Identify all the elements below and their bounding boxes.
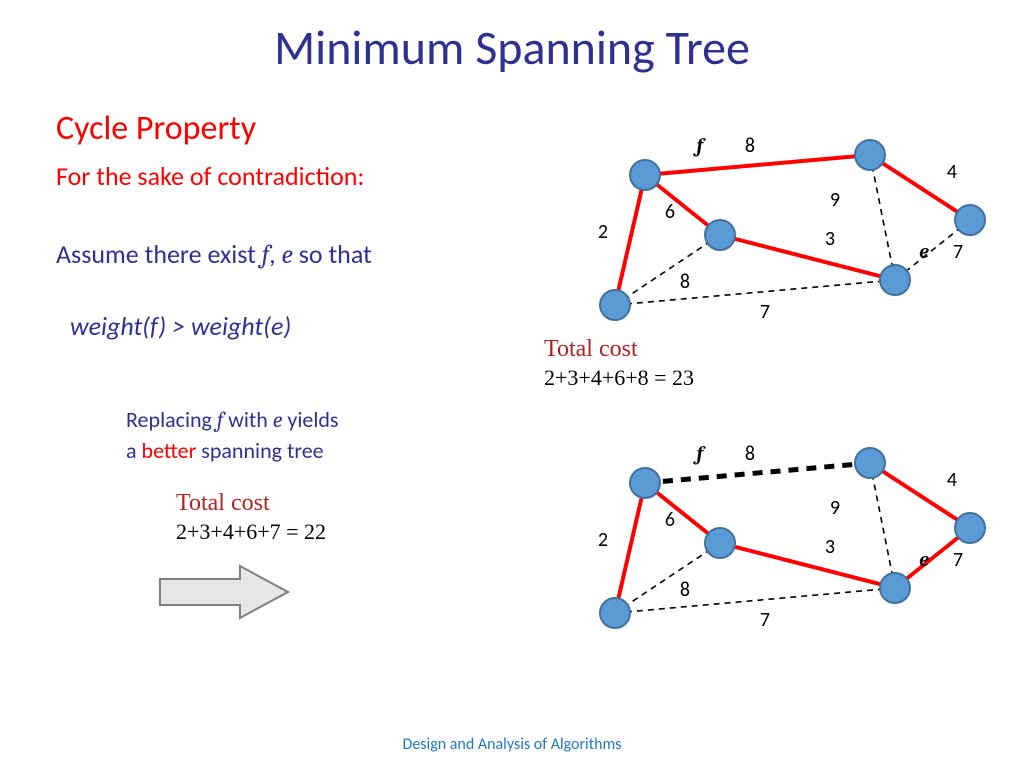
total-cost-2-expr: 2+3+4+6+7 = 22 bbox=[176, 519, 326, 545]
weight-E-D: 3 bbox=[825, 227, 835, 251]
weight-A-F: 2 bbox=[598, 220, 608, 244]
edge-A-B bbox=[645, 463, 870, 483]
footer: Design and Analysis of Algorithms bbox=[0, 735, 1024, 754]
weight-C-D: 7 bbox=[953, 548, 963, 572]
replace-pre: Replacing bbox=[126, 406, 217, 433]
node-D bbox=[880, 573, 910, 603]
edge-label-e: e bbox=[919, 548, 929, 571]
node-C bbox=[955, 205, 985, 235]
edge-F-D bbox=[615, 588, 895, 613]
graph-1: 8 f 4 7 e 9 3 6 2 8 7 bbox=[540, 130, 1000, 355]
weight-A-B: 8 bbox=[745, 134, 755, 158]
weight-B-C: 4 bbox=[947, 160, 957, 184]
weight-A-E: 6 bbox=[665, 508, 675, 532]
weight-A-B: 8 bbox=[745, 442, 755, 466]
edge-A-F bbox=[615, 483, 645, 613]
weight-A-E: 6 bbox=[665, 200, 675, 224]
edge-E-D bbox=[720, 543, 895, 588]
node-A bbox=[630, 468, 660, 498]
replace-line2-post: spanning tree bbox=[196, 437, 323, 464]
weight-B-D: 9 bbox=[830, 496, 840, 520]
node-A bbox=[630, 160, 660, 190]
edge-B-D bbox=[870, 463, 895, 588]
weight-E-F: 8 bbox=[680, 270, 690, 294]
node-E bbox=[705, 220, 735, 250]
node-F bbox=[600, 598, 630, 628]
proof-f: f bbox=[262, 240, 269, 270]
proof-line-2-mid: , bbox=[269, 238, 281, 270]
edge-F-D bbox=[615, 280, 895, 305]
edge-B-D bbox=[870, 155, 895, 280]
node-B bbox=[855, 140, 885, 170]
replace-better: better bbox=[142, 437, 197, 464]
replace-post: yields bbox=[282, 406, 338, 433]
edge-A-B bbox=[645, 155, 870, 175]
weight-B-D: 9 bbox=[830, 188, 840, 212]
subtitle: Cycle Property bbox=[56, 108, 256, 149]
weight-E-D: 3 bbox=[825, 535, 835, 559]
replace-line2-pre: a bbox=[126, 437, 142, 464]
edge-E-D bbox=[720, 235, 895, 280]
node-D bbox=[880, 265, 910, 295]
total-cost-1-expr: 2+3+4+6+8 = 23 bbox=[544, 365, 694, 391]
edge-A-F bbox=[615, 175, 645, 305]
replace-mid: with bbox=[223, 406, 273, 433]
proof-line-2-pre: Assume there exist bbox=[56, 238, 262, 270]
weight-F-D: 7 bbox=[760, 300, 770, 324]
arrow-icon bbox=[160, 564, 290, 625]
edge-label-f: f bbox=[693, 134, 707, 157]
edge-label-f: f bbox=[693, 442, 707, 465]
proof-line-2: Assume there exist f, e so that bbox=[56, 238, 372, 270]
weight-F-D: 7 bbox=[760, 608, 770, 632]
proof-line-2-post: so that bbox=[293, 238, 372, 270]
proof-e: e bbox=[281, 240, 292, 270]
weight-C-D: 7 bbox=[953, 240, 963, 264]
graph-2: 8 f 4 7 e 9 3 6 2 8 7 bbox=[540, 438, 1000, 663]
total-cost-2-label: Total cost bbox=[176, 490, 326, 517]
node-B bbox=[855, 448, 885, 478]
replace-block: Replacing f with e yields a better spann… bbox=[126, 405, 339, 465]
weight-B-C: 4 bbox=[947, 468, 957, 492]
total-cost-2: Total cost 2+3+4+6+7 = 22 bbox=[176, 490, 326, 545]
proof-line-1: For the sake of contradiction: bbox=[56, 160, 364, 192]
slide-title: Minimum Spanning Tree bbox=[0, 18, 1024, 77]
weight-E-F: 8 bbox=[680, 578, 690, 602]
weight-A-F: 2 bbox=[598, 528, 608, 552]
node-F bbox=[600, 290, 630, 320]
edge-label-e: e bbox=[919, 240, 929, 263]
node-C bbox=[955, 513, 985, 543]
proof-inequality: weight(f) > weight(e) bbox=[70, 310, 291, 342]
replace-e: e bbox=[273, 407, 283, 433]
node-E bbox=[705, 528, 735, 558]
